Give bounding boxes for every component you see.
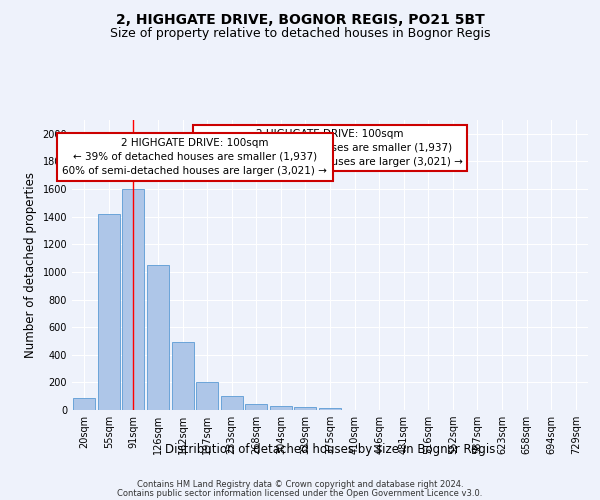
Bar	[221, 396, 243, 410]
Text: 2, HIGHGATE DRIVE, BOGNOR REGIS, PO21 5BT: 2, HIGHGATE DRIVE, BOGNOR REGIS, PO21 5B…	[116, 12, 484, 26]
Text: Distribution of detached houses by size in Bognor Regis: Distribution of detached houses by size …	[165, 442, 495, 456]
Text: Contains public sector information licensed under the Open Government Licence v3: Contains public sector information licen…	[118, 489, 482, 498]
Bar	[196, 382, 218, 410]
Bar	[98, 214, 120, 410]
Text: Contains HM Land Registry data © Crown copyright and database right 2024.: Contains HM Land Registry data © Crown c…	[137, 480, 463, 489]
Bar	[122, 189, 145, 410]
Bar	[319, 408, 341, 410]
Bar	[73, 398, 95, 410]
Bar	[295, 407, 316, 410]
Bar	[245, 404, 268, 410]
Text: 2 HIGHGATE DRIVE: 100sqm
← 39% of detached houses are smaller (1,937)
60% of sem: 2 HIGHGATE DRIVE: 100sqm ← 39% of detach…	[62, 138, 327, 176]
Y-axis label: Number of detached properties: Number of detached properties	[24, 172, 37, 358]
Bar	[172, 342, 194, 410]
Text: Size of property relative to detached houses in Bognor Regis: Size of property relative to detached ho…	[110, 28, 490, 40]
Text: 2 HIGHGATE DRIVE: 100sqm
← 39% of detached houses are smaller (1,937)
60% of sem: 2 HIGHGATE DRIVE: 100sqm ← 39% of detach…	[197, 128, 463, 166]
Bar	[270, 406, 292, 410]
Bar	[147, 265, 169, 410]
